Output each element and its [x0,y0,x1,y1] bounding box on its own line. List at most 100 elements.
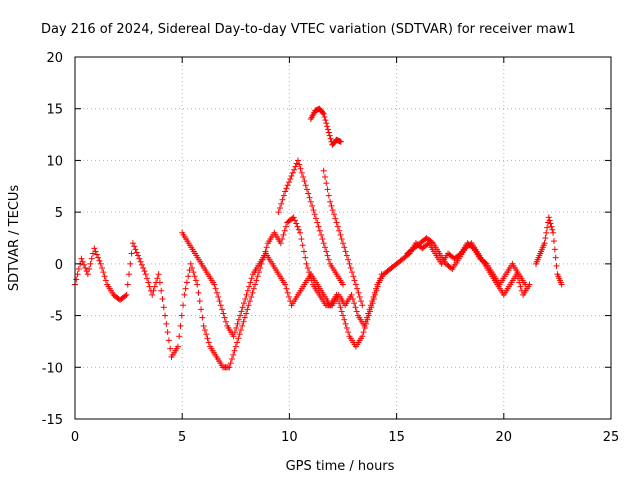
data-point-interp [293,160,300,167]
data-point-interp [553,262,560,269]
data-point-interp [467,241,474,248]
data-point-interp [79,258,86,265]
x-axis-label: GPS time / hours [286,459,395,474]
data-point-interp [222,318,229,325]
data-point-interp [349,296,356,303]
data-point-interp [323,180,330,187]
data-point-interp [231,329,238,336]
data-point-interp [291,166,298,173]
data-point-interp [246,283,253,290]
data-point-interp [240,300,247,307]
data-point-interp [177,322,184,329]
data-point-interp [356,293,363,300]
data-point-interp [319,236,326,243]
x-tick-label: 5 [178,430,186,445]
data-point [545,214,552,221]
data-point-interp [276,205,283,212]
data-point-interp [249,289,256,296]
data-point-interp [159,296,166,303]
data-point-interp [92,248,99,255]
data-point-interp [182,285,189,292]
data-point [314,219,321,226]
data-point-interp [74,271,81,278]
data-point-interp [285,293,292,300]
data-point [297,229,304,236]
data-point [174,343,181,350]
y-tick-label: 15 [46,103,63,118]
data-point-interp [146,283,153,290]
data-point [282,188,289,195]
data-point [307,198,314,205]
data-point-interp [315,223,322,230]
data-point-interp [215,293,222,300]
data-point-interp [198,306,205,313]
data-point [359,302,366,309]
data-point-interp [201,327,208,334]
data-point-interp [327,135,334,142]
data-point-interp [219,306,226,313]
data-point-interp [325,256,332,263]
data-point-interp [241,314,248,321]
data-point-interp [135,252,142,259]
data-point [337,138,344,145]
data-point [211,281,218,288]
data-point [162,312,169,319]
data-point [230,333,237,340]
y-tick-label: 10 [46,154,63,169]
data-point [352,281,359,288]
data-point-interp [552,254,559,261]
data-point-interp [213,289,220,296]
data-point-interp [334,223,341,230]
data-point-interp [248,275,255,282]
data-point-interp [183,279,190,286]
data-point-interp [299,242,306,249]
data-point-interp [549,226,556,233]
data-point-interp [369,300,376,307]
data-point-interp [244,287,251,294]
data-point-interp [341,316,348,323]
data-point-interp [342,248,349,255]
data-point-interp [228,356,235,363]
data-point-interp [191,273,198,280]
data-point-interp [242,296,249,303]
y-tick-label: 5 [55,206,63,221]
data-point [232,343,239,350]
data-point-interp [190,269,197,276]
data-point [282,281,289,288]
data-point-interp [240,318,247,325]
data-point-interp [350,273,357,280]
data-point-interp [428,239,435,246]
y-tick-label: -15 [42,413,63,428]
data-point [359,333,366,340]
data-point [340,240,346,247]
data-point-interp [243,310,250,317]
data-point-interp [334,296,341,303]
data-point-interp [547,220,554,227]
data-point-interp [543,229,550,236]
data-point-interp [287,176,294,183]
data-point-interp [283,285,290,292]
data-point-interp [163,320,170,327]
data-point-interp [220,310,227,317]
data-point-interp [306,194,313,201]
data-point-interp [377,275,384,282]
data-point-interp [338,308,345,315]
data-point-interp [132,246,139,253]
data-point-interp [295,226,302,233]
data-point-interp [192,277,199,284]
data-point [243,291,250,298]
data-point-interp [336,227,343,234]
data-point-interp [254,273,261,280]
data-point-interp [325,129,332,136]
data-point [275,209,282,216]
data-point-interp [355,289,362,296]
data-point-interp [363,320,370,327]
data-point-interp [345,256,352,263]
data-point-interp [234,320,241,327]
data-point-interp [280,231,287,238]
data-point-interp [368,304,375,311]
data-point-interp [370,296,377,303]
data-point-interp [321,173,328,180]
data-point-interp [330,211,337,218]
data-point [513,271,520,278]
